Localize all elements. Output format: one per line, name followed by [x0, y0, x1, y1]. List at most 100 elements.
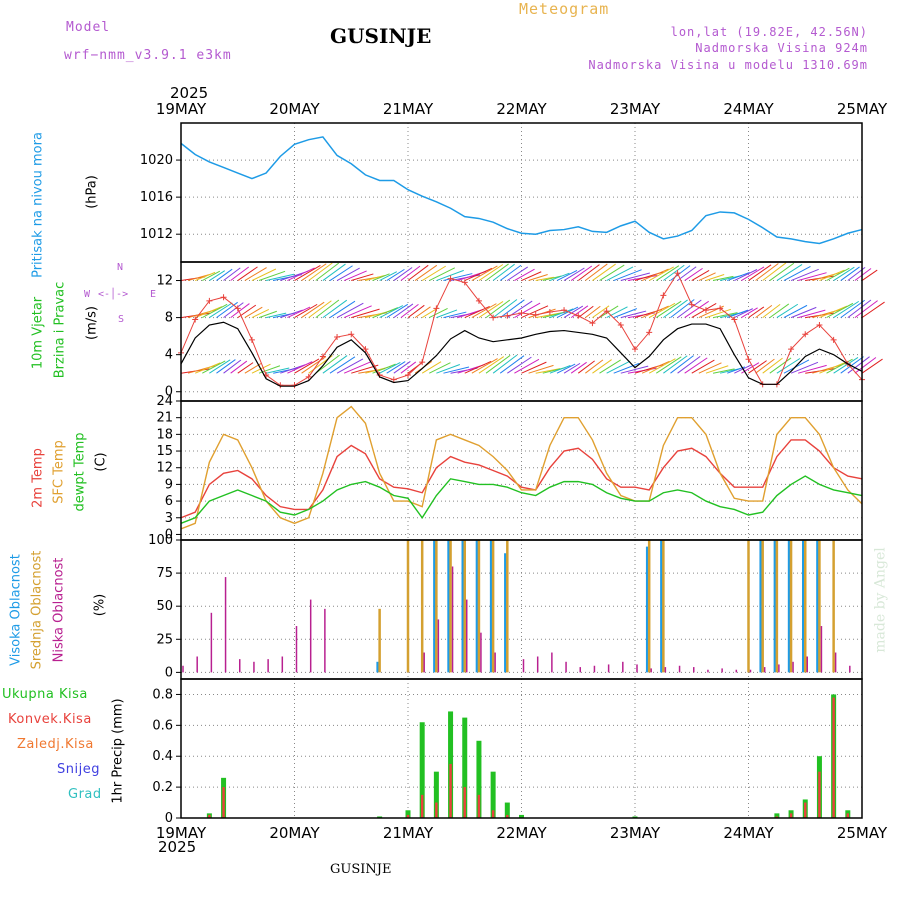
wind-arrow [237, 362, 254, 374]
wind-arrow [790, 306, 817, 319]
wind-gust-point [319, 353, 326, 360]
wind-arrow [507, 356, 532, 374]
wind-gust-point [305, 373, 312, 380]
y-tick-label: 0 [165, 665, 173, 680]
wind-gust-point [518, 309, 525, 316]
y-tick-label: 3 [165, 511, 173, 526]
wind-arrow [847, 356, 870, 374]
wind-arrow [826, 358, 853, 374]
wind-arrow [691, 359, 715, 374]
y-tick-label: 0.4 [152, 749, 173, 764]
convective-precip-bar [222, 787, 225, 818]
wind-arrow [648, 358, 676, 374]
wind-arrow [861, 301, 885, 319]
wind-gust-point [475, 297, 482, 304]
wind-arrow [471, 265, 498, 281]
wind-gust-point [674, 270, 681, 277]
wind-arrow [237, 304, 257, 319]
wind-gust-point [461, 279, 468, 286]
wind-gust-point [603, 308, 610, 315]
wind-arrow [698, 272, 716, 281]
compass-north-label: N [117, 262, 124, 273]
wind-arrow [833, 266, 855, 281]
lonlat-label: lon,lat (19.82E, 42.56N) [670, 25, 868, 39]
convective-precip-bar [846, 813, 850, 818]
wind-arrow [464, 305, 490, 319]
wind-arrow [287, 361, 313, 374]
wind-arrow [230, 266, 250, 281]
wind-arrow [471, 358, 498, 374]
convective-precip-bar [435, 802, 438, 818]
y-tick-label: 1012 [140, 227, 173, 242]
wind-arrow [499, 299, 525, 319]
wind-arrow [209, 302, 233, 319]
wind-arrow [202, 270, 221, 281]
y-tick-label: 4 [165, 348, 173, 363]
wind-arrow [656, 356, 682, 374]
y-tick-label: 0.2 [152, 780, 173, 795]
wind-arrow [570, 361, 587, 374]
wind-arrow [351, 308, 380, 319]
wind-arrow [840, 356, 864, 374]
wind-arrow [677, 355, 701, 374]
wind-arrow [336, 358, 364, 374]
y-tick-label: 1016 [140, 190, 173, 205]
wind-arrow [329, 265, 353, 281]
wind-arrow [684, 357, 708, 374]
wind-arrow [613, 269, 642, 281]
convective-precip-bar [804, 802, 807, 818]
legend-snow: Snijeg [57, 762, 100, 777]
wind-gust-point [830, 336, 837, 343]
wind-arrow [663, 355, 688, 374]
wind-arrow [237, 266, 258, 281]
wind-arrow [386, 268, 405, 281]
wind-arrow [684, 267, 703, 281]
y-tick-label: 12 [156, 274, 173, 289]
wind-arrow [563, 362, 581, 374]
wind-arrow [429, 267, 456, 281]
wind-arrow [798, 309, 826, 319]
total-precip-bar [476, 740, 482, 818]
wind-arrow [577, 264, 600, 281]
wind-arrow [301, 356, 326, 374]
legend-freezing-rain: Zaledj.Kisa [17, 737, 94, 752]
wind-arrow [620, 272, 650, 282]
wind-arrow [485, 263, 509, 281]
wind-gust-point [532, 311, 539, 318]
wind-arrow [748, 360, 767, 374]
wind-gust-point [702, 307, 709, 314]
wind-arrow [712, 275, 734, 282]
wind-arrow [769, 357, 792, 374]
wind-gust-point [816, 322, 823, 329]
wind-arrow [854, 357, 877, 374]
wind-arrow [329, 300, 356, 319]
wind-arrow [585, 305, 601, 318]
wind-arrow [840, 266, 860, 281]
convective-precip-bar [775, 816, 779, 818]
wind-arrow [656, 300, 682, 319]
wind-arrow [592, 305, 610, 319]
wind-arrow [599, 359, 621, 374]
wind-arrow [556, 363, 576, 374]
y-tick-label: 21 [156, 411, 173, 426]
wind-arrow [585, 263, 608, 281]
wind-gust-point [192, 316, 199, 323]
wind-arrow [684, 300, 709, 319]
wind-arrow [734, 308, 754, 319]
y-tick-label: 15 [156, 444, 173, 459]
wind-arrow [705, 273, 725, 282]
convective-precip-bar [208, 814, 211, 818]
wind-arrow [698, 362, 722, 374]
wind-arrow [741, 307, 758, 319]
wind-arrow [790, 268, 819, 281]
wind-arrow [705, 365, 729, 374]
wind-arrow [308, 262, 333, 281]
y-tick-label: 9 [165, 477, 173, 492]
wind-gust-point [334, 334, 341, 341]
wind-arrow [727, 272, 750, 282]
x-tick-label-bottom: 23MAY [610, 824, 661, 842]
wind-arrow [599, 305, 619, 319]
x-tick-label-bottom: 21MAY [383, 824, 434, 842]
year-bottom: 2025 [158, 838, 197, 856]
wind-arrow [549, 272, 570, 282]
